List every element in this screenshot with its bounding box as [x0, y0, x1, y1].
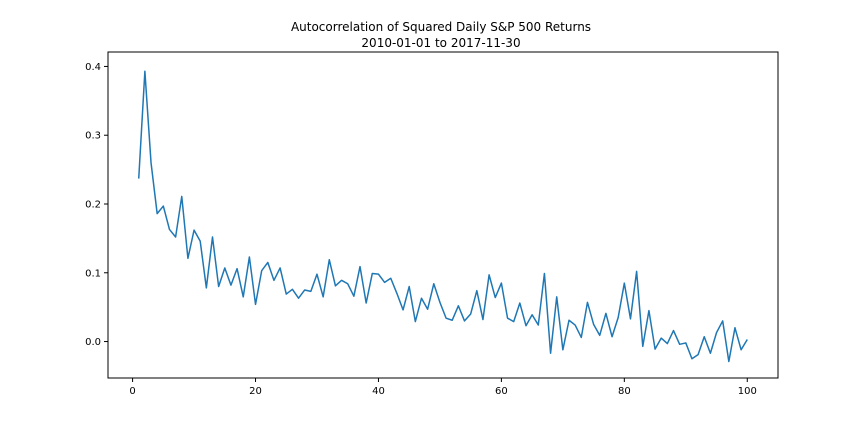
y-axis: 0.0 0.1 0.2 0.3 0.4: [85, 62, 108, 348]
y-tick-label: 0.3: [85, 131, 101, 142]
x-tick-label: 0: [129, 386, 135, 397]
x-tick-label: 40: [372, 386, 385, 397]
y-tick-label: 0.0: [85, 337, 101, 348]
x-tick-label: 60: [495, 386, 508, 397]
y-tick-label: 0.2: [85, 199, 101, 210]
x-axis: 0 20 40 60 80 100: [129, 378, 757, 397]
axes-frame: [107, 51, 779, 379]
x-tick-label: 80: [618, 386, 631, 397]
x-tick-label: 100: [738, 386, 757, 397]
y-tick-label: 0.1: [85, 268, 101, 279]
plot-area: [137, 70, 748, 363]
y-tick-label: 0.4: [85, 62, 101, 73]
x-tick-label: 20: [249, 386, 262, 397]
chart-subtitle: 2010-01-01 to 2017-11-30: [361, 36, 520, 50]
autocorrelation-series-line: [137, 70, 748, 363]
chart-title: Autocorrelation of Squared Daily S&P 500…: [291, 20, 591, 34]
